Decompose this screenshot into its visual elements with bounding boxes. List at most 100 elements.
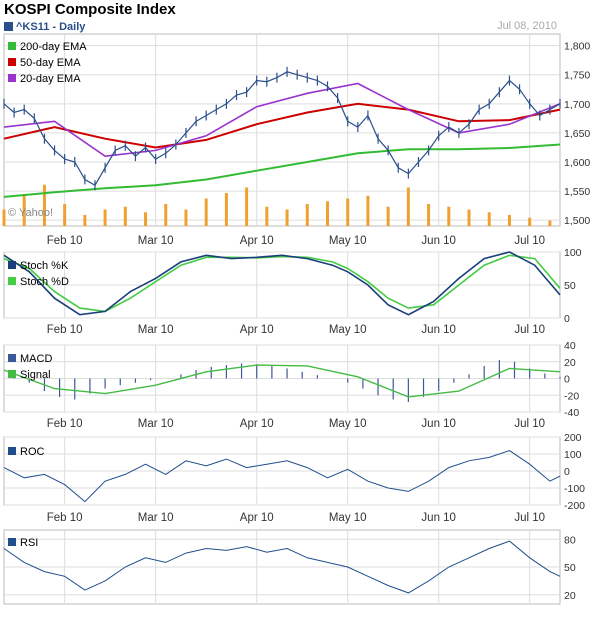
y-tick-label-price: 1,700: [564, 99, 590, 111]
volume-bar: [123, 206, 127, 226]
legend-label: Stoch %D: [20, 276, 69, 288]
volume-bar: [83, 215, 87, 226]
volume-bar: [245, 187, 249, 226]
volume-bar: [507, 215, 511, 226]
volume-bar: [406, 187, 410, 226]
legend-swatch: [8, 74, 16, 82]
y-tick-label-price: 1,600: [564, 157, 590, 169]
x-tick-label-price: Jun 10: [421, 235, 456, 247]
x-tick-label-stochastic: Jun 10: [421, 324, 456, 336]
legend-swatch: [8, 354, 16, 362]
x-tick-label-macd: Mar 10: [138, 418, 174, 430]
x-tick-label-stochastic: May 10: [329, 324, 367, 336]
x-tick-label-price: Jul 10: [514, 235, 545, 247]
volume-bar: [144, 212, 148, 226]
x-tick-label-roc: Jul 10: [514, 512, 545, 524]
y-tick-label-rsi: 50: [564, 562, 576, 574]
ticker-label: ^KS11 - Daily: [4, 21, 85, 33]
y-tick-label-stochastic: 50: [564, 280, 576, 292]
y-tick-label-stochastic: 100: [564, 247, 582, 259]
volume-bar: [224, 193, 228, 226]
volume-bar: [305, 204, 309, 226]
volume-bar: [103, 209, 107, 226]
y-tick-label-price: 1,500: [564, 215, 590, 227]
y-tick-label-macd: 40: [564, 340, 576, 352]
volume-bar: [467, 209, 471, 226]
panel-frame-price: [3, 33, 561, 227]
volume-bar: [22, 195, 26, 226]
x-tick-label-price: Feb 10: [47, 235, 83, 247]
ema200-line: [3, 143, 561, 198]
y-tick-label-rsi: 80: [564, 534, 576, 546]
volume-bar: [63, 204, 67, 226]
rsi-line: [3, 540, 561, 594]
y-tick-label-price: 1,550: [564, 186, 590, 198]
y-tick-label-roc: -200: [564, 500, 585, 512]
legend-label: 50-day EMA: [20, 57, 81, 69]
legend-label: 20-day EMA: [20, 73, 81, 85]
x-tick-label-price: May 10: [329, 235, 367, 247]
volume-bar: [42, 184, 46, 226]
y-tick-label-roc: -100: [564, 483, 585, 495]
x-tick-label-roc: May 10: [329, 512, 367, 524]
ema20-line: [3, 82, 561, 158]
x-tick-label-macd: Apr 10: [240, 418, 274, 430]
volume-bar: [366, 195, 370, 226]
legend-swatch: [8, 42, 16, 50]
x-tick-label-price: Apr 10: [240, 235, 274, 247]
price-line: [3, 71, 561, 187]
x-tick-label-stochastic: Jul 10: [514, 324, 545, 336]
x-tick-label-stochastic: Mar 10: [138, 324, 174, 336]
legend-swatch: [8, 261, 16, 269]
y-tick-label-roc: 0: [564, 466, 570, 478]
volume-bar: [265, 206, 269, 226]
y-tick-label-price: 1,750: [564, 70, 590, 82]
legend-label: MACD: [20, 353, 52, 365]
x-tick-label-stochastic: Apr 10: [240, 324, 274, 336]
legend-label: ROC: [20, 446, 45, 458]
volume-bar: [487, 212, 491, 226]
volume-bar: [325, 201, 329, 226]
y-tick-label-roc: 200: [564, 432, 582, 444]
legend-label: 200-day EMA: [20, 41, 87, 53]
volume-bar: [184, 209, 188, 226]
y-tick-label-price: 1,800: [564, 41, 590, 53]
ema50-line: [3, 102, 561, 149]
legend-swatch: [8, 277, 16, 285]
legend-label: RSI: [20, 537, 38, 549]
y-tick-label-roc: 100: [564, 449, 582, 461]
ticker-square-icon: [4, 22, 13, 31]
x-tick-label-roc: Feb 10: [47, 512, 83, 524]
y-tick-label-macd: -40: [564, 407, 579, 419]
volume-bar: [528, 217, 532, 226]
x-tick-label-price: Mar 10: [138, 235, 174, 247]
y-tick-label-rsi: 20: [564, 590, 576, 602]
roc-line: [3, 450, 561, 503]
legend-swatch: [8, 538, 16, 546]
chart-date: Jul 08, 2010: [497, 20, 557, 32]
x-tick-label-macd: Jun 10: [421, 418, 456, 430]
volume-bar: [427, 204, 431, 226]
volume-bar: [204, 198, 208, 226]
x-tick-label-macd: Feb 10: [47, 418, 83, 430]
legend-label: Signal: [20, 369, 51, 381]
volume-bar: [285, 209, 289, 226]
y-tick-label-price: 1,650: [564, 128, 590, 140]
yahoo-watermark: © Yahoo!: [8, 207, 53, 219]
x-tick-label-macd: Jul 10: [514, 418, 545, 430]
volume-bar: [2, 209, 6, 226]
x-tick-label-macd: May 10: [329, 418, 367, 430]
x-tick-label-stochastic: Feb 10: [47, 324, 83, 336]
volume-bar: [447, 206, 451, 226]
y-tick-label-macd: -20: [564, 390, 579, 402]
y-tick-label-macd: 0: [564, 374, 570, 386]
y-tick-label-macd: 20: [564, 357, 576, 369]
signal-line: [3, 364, 561, 398]
legend-swatch: [8, 58, 16, 66]
volume-bar: [548, 220, 552, 226]
ticker-text: ^KS11 - Daily: [16, 21, 86, 33]
legend-label: Stoch %K: [20, 260, 69, 272]
volume-bar: [386, 206, 390, 226]
